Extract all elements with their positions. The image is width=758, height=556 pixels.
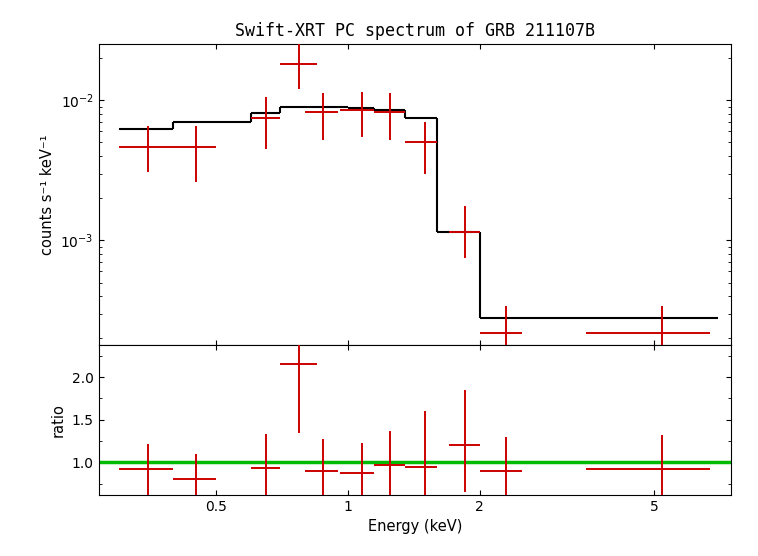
Y-axis label: ratio: ratio <box>51 403 66 436</box>
Title: Swift-XRT PC spectrum of GRB 211107B: Swift-XRT PC spectrum of GRB 211107B <box>235 22 595 40</box>
Y-axis label: counts s⁻¹ keV⁻¹: counts s⁻¹ keV⁻¹ <box>40 135 55 255</box>
X-axis label: Energy (keV): Energy (keV) <box>368 519 462 534</box>
